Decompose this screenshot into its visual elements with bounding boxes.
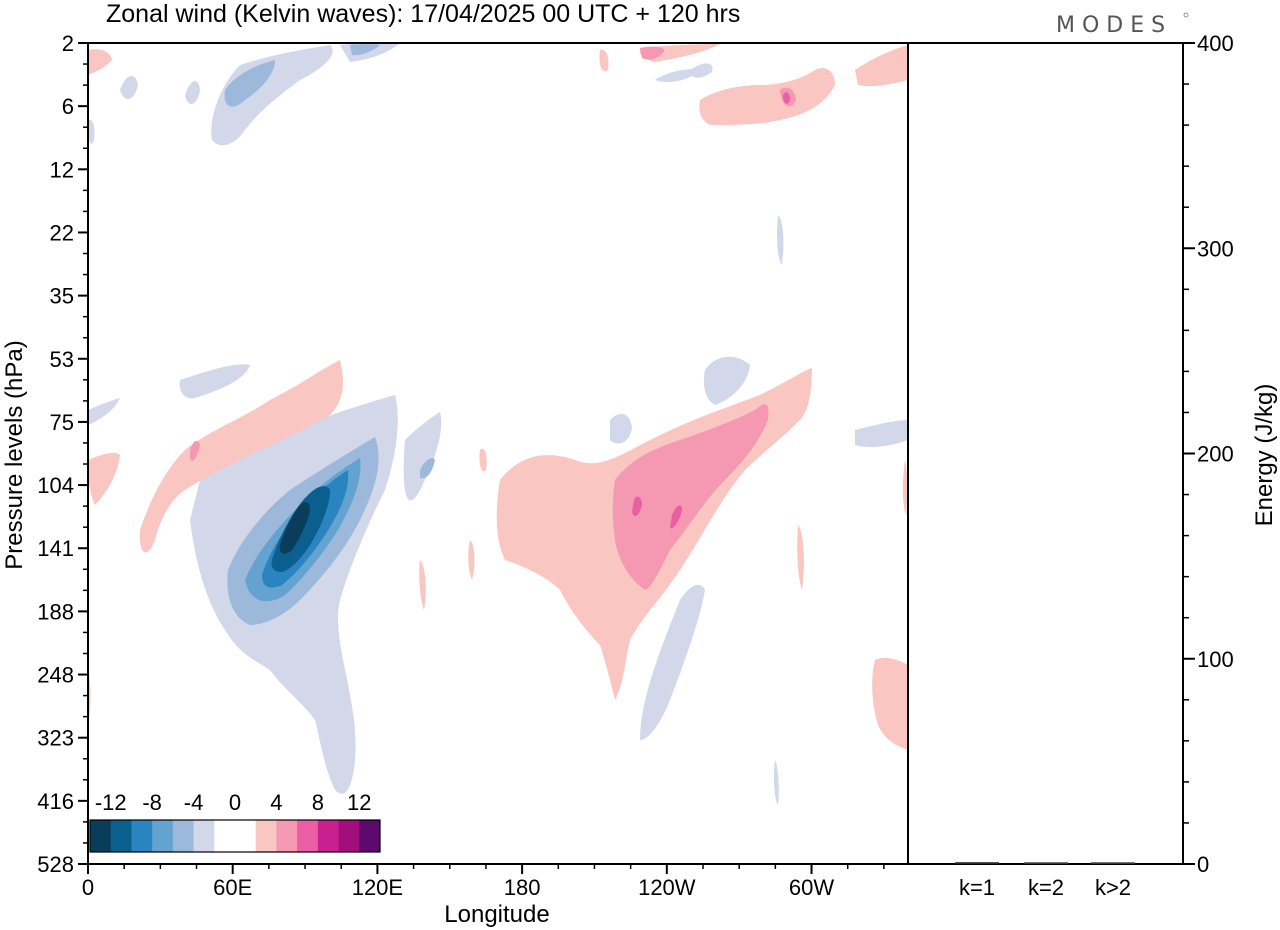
energy-categories: k=1 k=2 k>2 (959, 875, 1131, 900)
heatmap-positive-strong (632, 92, 790, 529)
y-tick-label: 416 (37, 789, 74, 814)
heatmap-negative-peak (279, 502, 310, 554)
colorbar-swatch (172, 820, 195, 852)
colorbar-labels: -12 -8 -4 0 4 8 12 (95, 790, 372, 815)
energy-category-label: k=2 (1028, 875, 1064, 900)
colorbar-swatch (276, 820, 298, 852)
x-tick-label: 0 (82, 875, 94, 900)
brand-logo: MODES (1056, 13, 1172, 38)
y-tick-label: 323 (37, 726, 74, 751)
energy-axis-title: Energy (J/kg) (1251, 384, 1278, 527)
energy-tick-label: 300 (1197, 236, 1234, 261)
colorbar-label: 0 (229, 790, 241, 815)
x-tick-label: 120W (638, 875, 696, 900)
registered-mark-icon (1183, 12, 1189, 18)
colorbar-label: -4 (184, 790, 204, 815)
x-tick-label: 60W (789, 875, 834, 900)
energy-bars (955, 861, 1135, 864)
y-tick-label: 2 (62, 31, 74, 56)
colorbar-label: -8 (142, 790, 162, 815)
colorbar-swatch (317, 820, 340, 852)
colorbar (89, 819, 381, 853)
colorbar-label: -12 (95, 790, 127, 815)
x-axis-title: Longitude (444, 901, 549, 928)
colorbar-swatch (193, 820, 215, 852)
x-tick-label: 180 (504, 875, 541, 900)
chart-title: Zonal wind (Kelvin waves): 17/04/2025 00… (106, 0, 740, 28)
pressure-axis: 2 6 12 22 35 53 75 104 141 188 248 323 416 528 (37, 31, 88, 877)
colorbar-swatch (255, 820, 277, 852)
y-axis-title: Pressure levels (hPa) (1, 340, 28, 569)
y-tick-label: 35 (50, 284, 74, 309)
energy-axis: 0 100 200 300 400 (1183, 31, 1234, 877)
colorbar-swatch (297, 820, 319, 852)
y-tick-label: 104 (37, 473, 74, 498)
colorbar-swatch (110, 820, 132, 852)
heatmap-plot-area (87, 42, 909, 865)
y-tick-label: 248 (37, 663, 74, 688)
y-tick-label: 141 (37, 536, 74, 561)
y-tick-label: 6 (62, 94, 74, 119)
energy-bar (1024, 862, 1068, 864)
colorbar-swatch (131, 820, 153, 852)
colorbar-swatch (359, 820, 381, 852)
energy-tick-label: 200 (1197, 442, 1234, 467)
heatmap-positive-moderate (190, 46, 796, 590)
y-tick-label: 53 (50, 347, 74, 372)
colorbar-swatch (90, 820, 112, 852)
colorbar-swatch (214, 820, 236, 852)
colorbar-swatch (235, 820, 257, 852)
energy-bar-panel (907, 42, 1184, 865)
colorbar-label: 4 (270, 790, 282, 815)
colorbar-label: 12 (347, 790, 371, 815)
colorbar-border (89, 819, 381, 853)
colorbar-swatch (152, 820, 174, 852)
y-tick-label: 528 (37, 852, 74, 877)
y-tick-label: 75 (50, 410, 74, 435)
colorbar-label: 8 (312, 790, 324, 815)
x-tick-label: 120E (352, 875, 403, 900)
energy-bar (1091, 862, 1135, 864)
x-tick-label: 60E (213, 875, 252, 900)
y-tick-label: 22 (50, 220, 74, 245)
energy-tick-label: 100 (1197, 647, 1234, 672)
energy-tick-label: 0 (1197, 852, 1209, 877)
energy-tick-label: 400 (1197, 31, 1234, 56)
energy-category-label: k=1 (959, 875, 995, 900)
y-tick-label: 12 (50, 157, 74, 182)
energy-category-label: k>2 (1095, 875, 1131, 900)
colorbar-swatch (338, 820, 360, 852)
longitude-axis: 0 60E 120E 180 120W 60W (82, 864, 885, 900)
y-tick-label: 188 (37, 599, 74, 624)
energy-bar (955, 861, 999, 864)
